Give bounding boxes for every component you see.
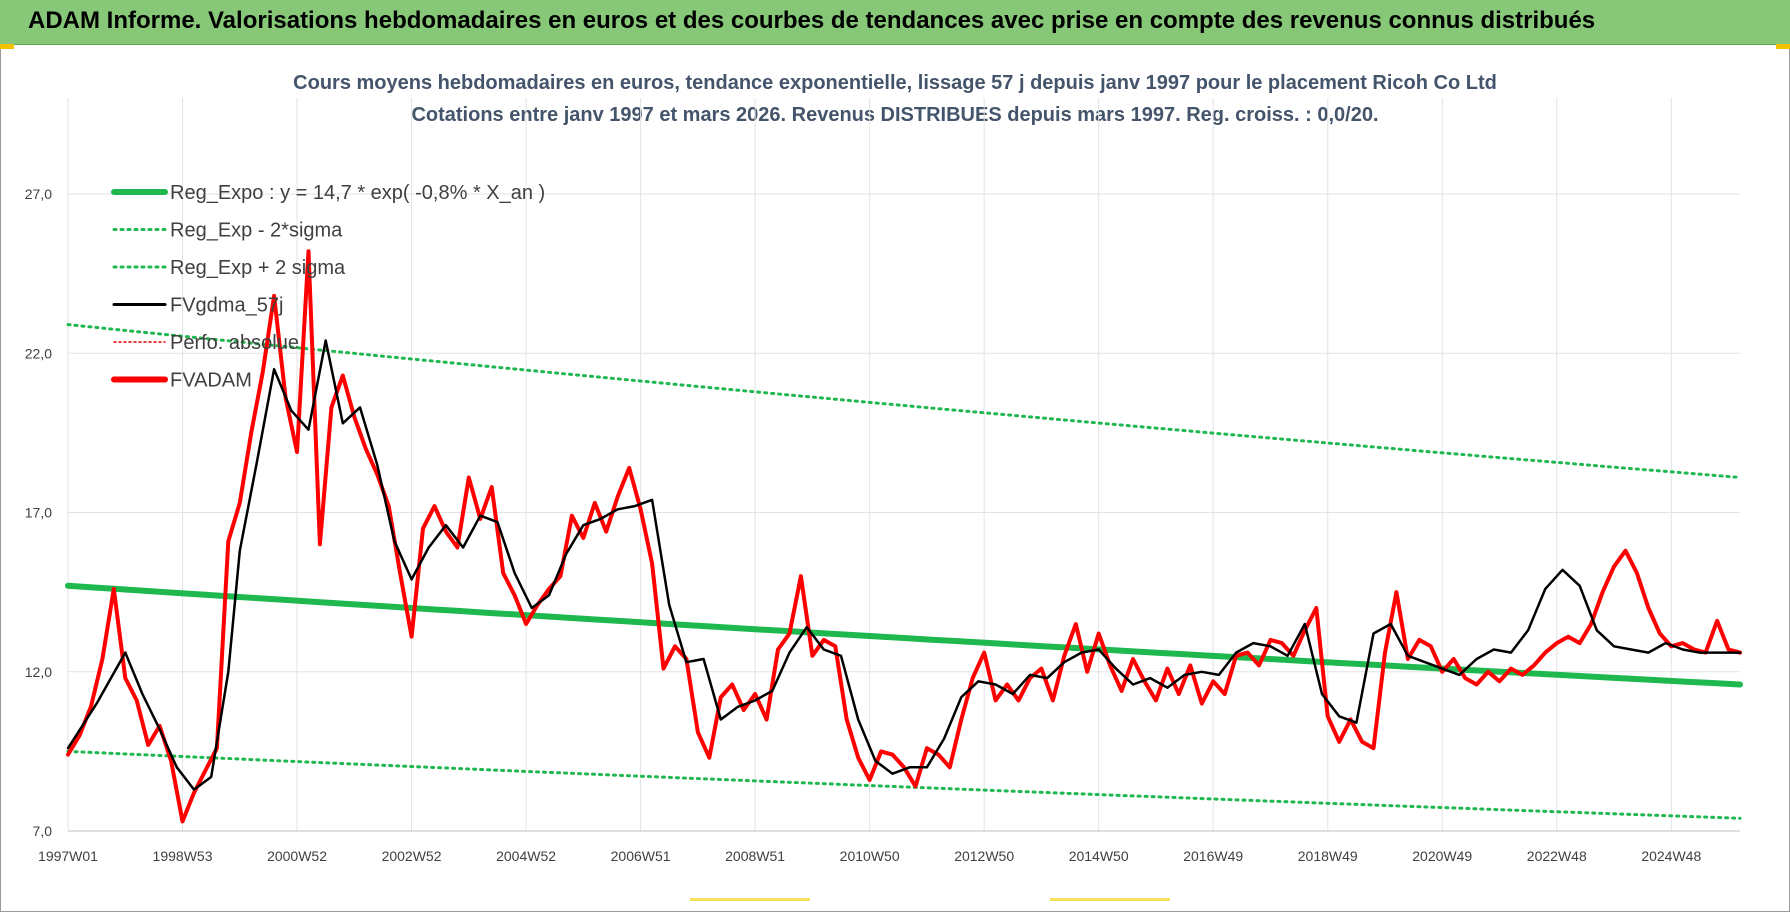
x-tick-label: 2006W51 bbox=[611, 848, 671, 864]
x-tick-label: 2020W49 bbox=[1412, 848, 1472, 864]
x-tick-label: 2000W52 bbox=[267, 848, 327, 864]
bottom-accent-2 bbox=[1050, 898, 1170, 901]
x-tick-label: 2008W51 bbox=[725, 848, 785, 864]
series-line-fvadam bbox=[66, 249, 1742, 824]
bottom-accent-1 bbox=[690, 898, 810, 901]
x-tick-label: 2024W48 bbox=[1641, 848, 1701, 864]
chart-series bbox=[65, 249, 1743, 824]
legend-label: FVgdma_57j bbox=[170, 295, 283, 317]
y-tick-label: 17,0 bbox=[25, 505, 52, 521]
x-tick-label: 1998W53 bbox=[153, 848, 213, 864]
legend-label: Reg_Exp - 2*sigma bbox=[170, 220, 343, 242]
y-tick-label: 22,0 bbox=[25, 345, 52, 361]
legend-label: FVADAM bbox=[170, 370, 252, 392]
x-tick-label: 2010W50 bbox=[840, 848, 900, 864]
x-tick-label: 2014W50 bbox=[1069, 848, 1129, 864]
chart-title-line2: Cotations entre janv 1997 et mars 2026. … bbox=[411, 104, 1379, 126]
y-tick-label: 12,0 bbox=[25, 664, 52, 680]
series-line-reg-exp-2-sigma bbox=[66, 323, 1742, 479]
banner-title: ADAM Informe. Valorisations hebdomadaire… bbox=[28, 7, 1596, 34]
series-line-reg-expo-y-14-7-exp-0-8-x-an bbox=[65, 582, 1743, 688]
report-banner: ADAM Informe. Valorisations hebdomadaire… bbox=[0, 0, 1790, 45]
series-line-fvgdma-57j bbox=[66, 339, 1742, 791]
corner-accent-left bbox=[0, 44, 14, 49]
legend-label: Perfo. absolue bbox=[170, 332, 299, 354]
x-tick-label: 2016W49 bbox=[1183, 848, 1243, 864]
chart-grid bbox=[67, 98, 1740, 832]
legend-label: Reg_Expo : y = 14,7 * exp( -0,8% * X_an … bbox=[170, 182, 545, 204]
x-tick-label: 2002W52 bbox=[382, 848, 442, 864]
chart-legend: Reg_Expo : y = 14,7 * exp( -0,8% * X_an … bbox=[111, 182, 545, 392]
x-tick-label: 2018W49 bbox=[1298, 848, 1358, 864]
y-tick-label: 27,0 bbox=[25, 186, 52, 202]
series-line-reg-exp-2-sigma bbox=[66, 749, 1742, 820]
corner-accent-right bbox=[1776, 44, 1790, 49]
chart-title-line1: Cours moyens hebdomadaires en euros, ten… bbox=[293, 72, 1497, 94]
chart-axes: 7,0 12,0 17,0 22,0 27,0 1997W01 1998W53 2000W52… bbox=[25, 186, 1740, 864]
x-tick-label: 2004W52 bbox=[496, 848, 556, 864]
x-tick-label: 2012W50 bbox=[954, 848, 1014, 864]
y-tick-label: 7,0 bbox=[33, 823, 53, 839]
x-tick-label: 2022W48 bbox=[1527, 848, 1587, 864]
x-tick-label: 1997W01 bbox=[38, 848, 98, 864]
legend-label: Reg_Exp + 2 sigma bbox=[170, 257, 346, 279]
